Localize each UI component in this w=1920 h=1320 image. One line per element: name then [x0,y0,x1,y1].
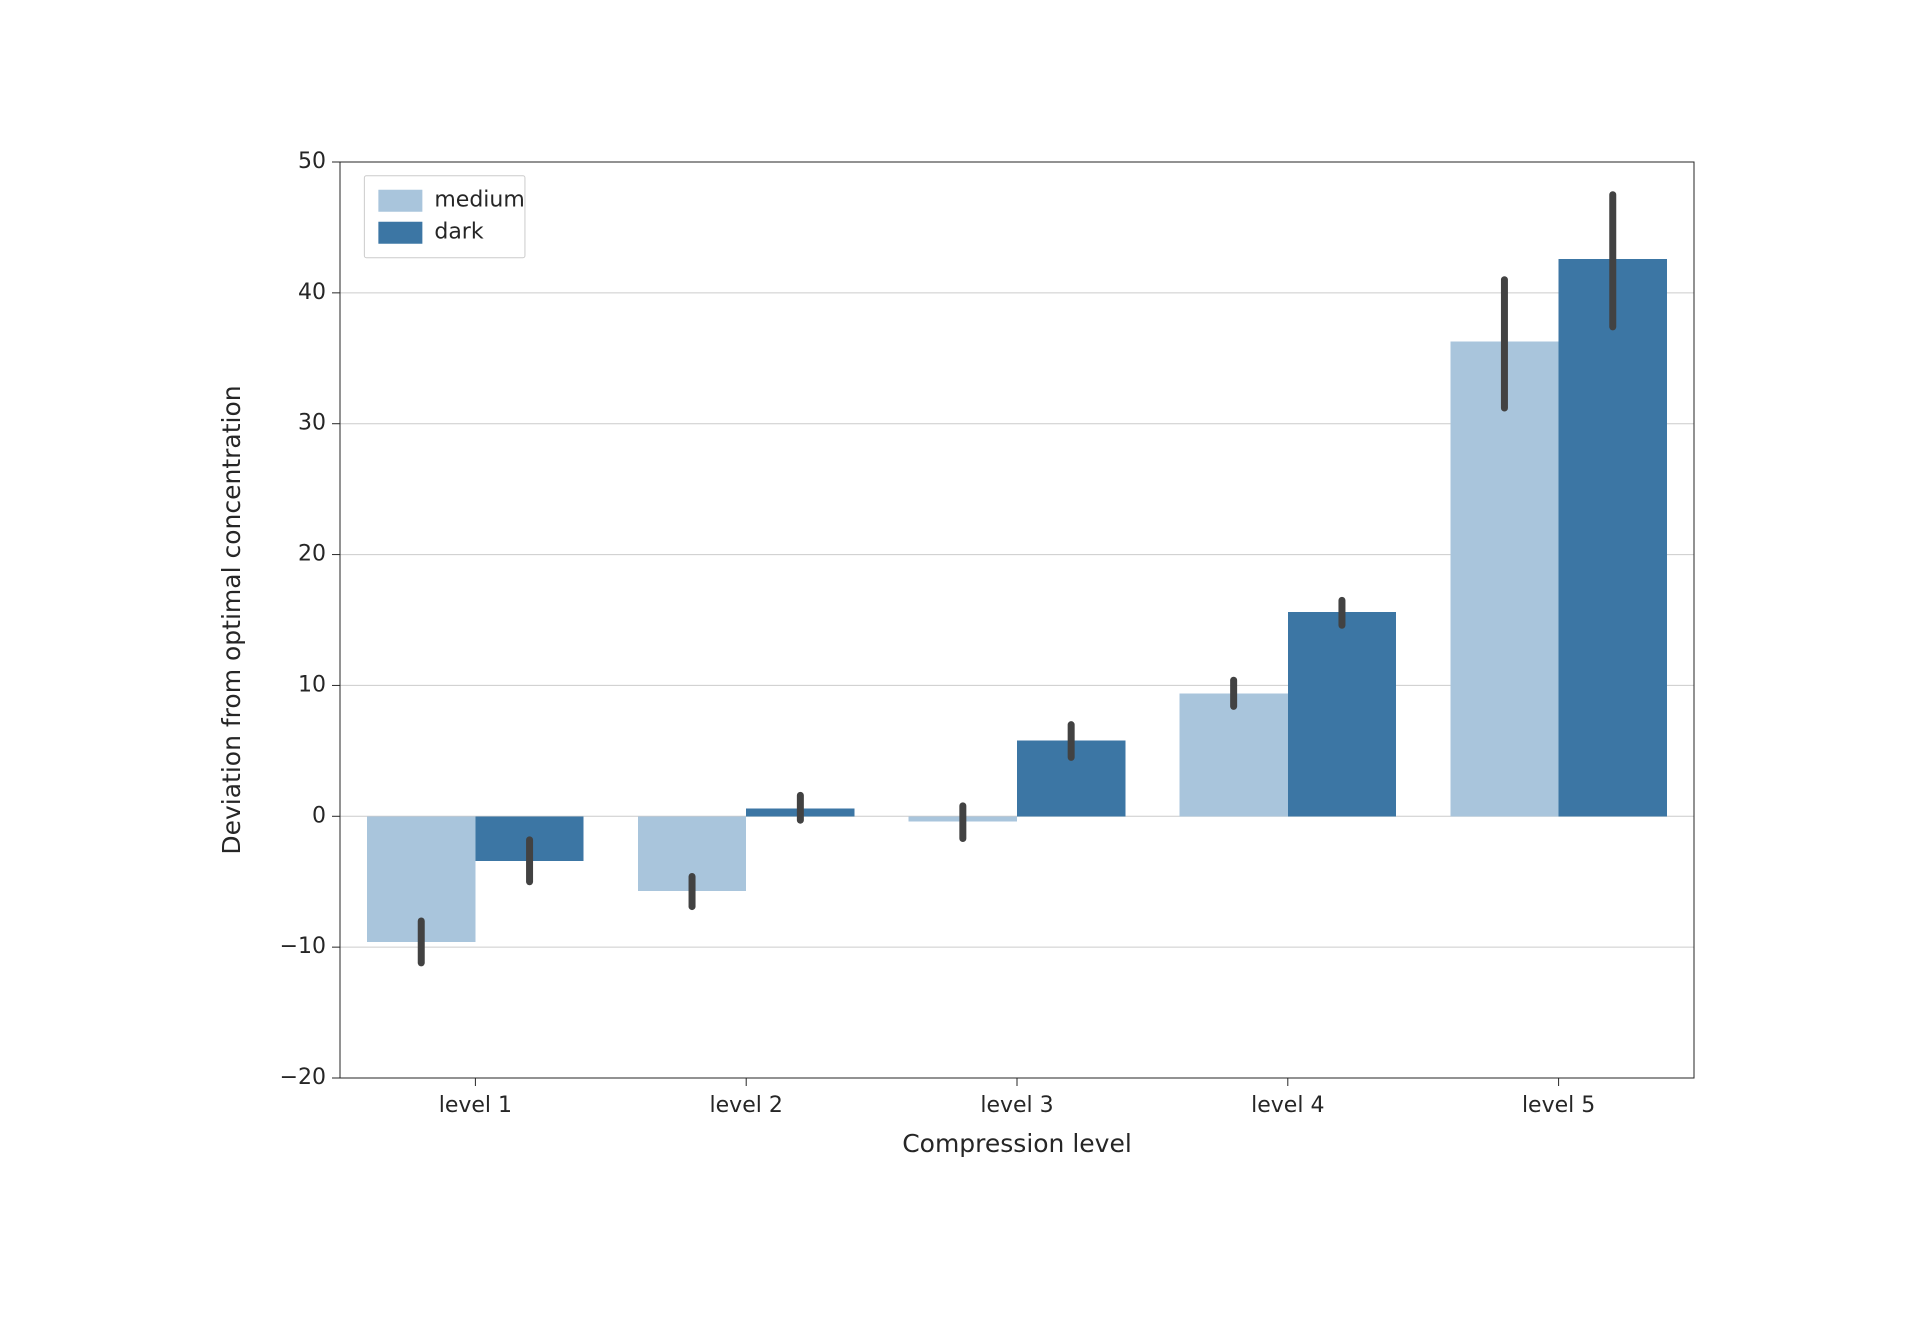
y-tick-label: 10 [298,672,326,697]
y-tick-label: 0 [312,803,326,828]
x-tick-label: level 3 [980,1093,1053,1118]
y-tick-label: −10 [280,934,326,959]
y-tick-label: 20 [298,542,326,567]
bar-medium [1450,341,1558,816]
chart-container: −20 −10 0 10 20 30 40 50 level 1 level 2 level 3 le… [192,132,1728,1188]
bar-dark [1288,612,1396,816]
legend-label: medium [434,188,524,213]
y-tick-label: 30 [298,411,326,436]
x-axis-label: Compression level [902,1129,1132,1158]
bar-dark [1559,259,1667,816]
grouped-bar-chart: −20 −10 0 10 20 30 40 50 level 1 level 2 level 3 le… [192,132,1728,1188]
y-tick-label: 40 [298,280,326,305]
bar-medium [1179,693,1287,816]
x-tick-label: level 1 [439,1093,512,1118]
legend: medium dark [364,176,525,258]
y-tick-label: 50 [298,149,326,174]
y-axis-label: Deviation from optimal concentration [217,385,246,854]
y-tick-label: −20 [280,1065,326,1090]
legend-swatch [378,190,422,212]
x-tick-label: level 5 [1522,1093,1595,1118]
x-tick-label: level 4 [1251,1093,1324,1118]
legend-label: dark [434,220,483,245]
legend-swatch [378,222,422,244]
x-tick-label: level 2 [710,1093,783,1118]
